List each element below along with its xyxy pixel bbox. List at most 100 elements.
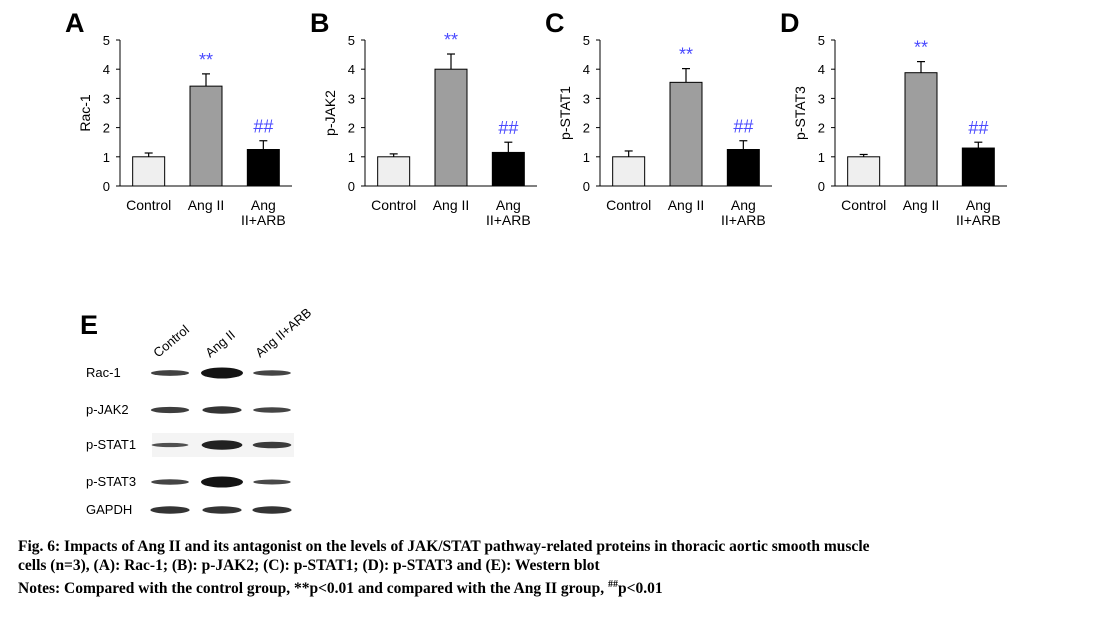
caption-notes-end: p<0.01 bbox=[618, 580, 663, 598]
caption-line-3: Notes: Compared with the control group, … bbox=[18, 575, 1078, 598]
significance-label: ## bbox=[968, 118, 988, 138]
y-tick-label: 5 bbox=[818, 33, 825, 48]
lane-label: Ang II+ARB bbox=[252, 305, 314, 360]
blot-row-label: p-STAT1 bbox=[86, 437, 136, 452]
category-label: Ang bbox=[731, 197, 756, 213]
panel-letter: B bbox=[310, 8, 330, 38]
panel-letter: A bbox=[65, 8, 85, 38]
y-axis-label: p-STAT3 bbox=[792, 86, 808, 140]
y-tick-label: 3 bbox=[103, 91, 110, 106]
blot-band bbox=[202, 506, 242, 514]
y-tick-label: 3 bbox=[818, 91, 825, 106]
blot-band bbox=[151, 479, 189, 485]
significance-label: ## bbox=[498, 118, 518, 138]
y-tick-label: 2 bbox=[103, 121, 110, 136]
blot-band bbox=[150, 370, 190, 376]
blot-band bbox=[150, 506, 190, 514]
significance-label: ## bbox=[733, 117, 753, 137]
category-label: Control bbox=[371, 197, 416, 213]
bar bbox=[377, 156, 411, 187]
y-tick-label: 2 bbox=[583, 121, 590, 136]
category-label: II+ARB bbox=[721, 212, 766, 228]
significance-label: ## bbox=[253, 117, 273, 137]
blot-row-label: Rac-1 bbox=[86, 365, 121, 380]
caption-line-2: cells (n=3), (A): Rac-1; (B): p-JAK2; (C… bbox=[18, 557, 600, 574]
category-label: II+ARB bbox=[956, 212, 1001, 228]
panel-letter: E bbox=[80, 310, 98, 340]
category-label: Control bbox=[606, 197, 651, 213]
category-label: Ang bbox=[966, 197, 991, 213]
caption-line-1: Fig. 6: Impacts of Ang II and its antago… bbox=[18, 538, 870, 555]
blot-band bbox=[201, 476, 243, 488]
category-label: Ang II bbox=[903, 197, 940, 213]
blot-band bbox=[252, 441, 292, 449]
bar bbox=[132, 156, 166, 187]
y-tick-label: 1 bbox=[348, 150, 355, 165]
blot-band bbox=[202, 406, 242, 414]
category-label: Control bbox=[841, 197, 886, 213]
lane-label: Ang II bbox=[202, 327, 238, 360]
y-tick-label: 4 bbox=[818, 62, 825, 77]
category-label: Control bbox=[126, 197, 171, 213]
category-label: Ang II bbox=[668, 197, 705, 213]
caption-notes-text: Notes: Compared with the control group, … bbox=[18, 580, 608, 598]
blot-row-label: GAPDH bbox=[86, 502, 132, 517]
blot-band bbox=[252, 506, 292, 514]
category-label: II+ARB bbox=[486, 212, 531, 228]
significance-label: ** bbox=[199, 50, 213, 70]
figure-caption: Fig. 6: Impacts of Ang II and its antago… bbox=[18, 537, 1078, 598]
blot-band bbox=[253, 479, 291, 485]
blot-band bbox=[253, 370, 291, 376]
category-label: II+ARB bbox=[241, 212, 286, 228]
bar bbox=[189, 85, 223, 187]
bar bbox=[726, 149, 760, 187]
western-blot-panel-e: E Control Ang II Ang II+ARB Rac-1 p-JAK2 p-STA… bbox=[80, 305, 314, 517]
category-label: Ang II bbox=[188, 197, 225, 213]
blot-row-label: p-JAK2 bbox=[86, 402, 129, 417]
category-label: Ang bbox=[496, 197, 521, 213]
bar bbox=[491, 151, 525, 187]
bar bbox=[246, 149, 280, 187]
y-tick-label: 0 bbox=[583, 179, 590, 194]
significance-label: ** bbox=[914, 38, 928, 58]
blot-band bbox=[201, 440, 243, 450]
y-tick-label: 1 bbox=[818, 150, 825, 165]
lane-label: Control bbox=[150, 322, 192, 360]
bar bbox=[434, 68, 468, 187]
y-tick-label: 4 bbox=[103, 62, 110, 77]
significance-label: ** bbox=[679, 45, 693, 65]
y-tick-label: 0 bbox=[348, 179, 355, 194]
y-tick-label: 0 bbox=[818, 179, 825, 194]
y-tick-label: 3 bbox=[348, 91, 355, 106]
y-tick-label: 5 bbox=[583, 33, 590, 48]
y-tick-label: 1 bbox=[103, 150, 110, 165]
y-tick-label: 2 bbox=[348, 121, 355, 136]
y-tick-label: 4 bbox=[348, 62, 355, 77]
blot-band bbox=[201, 367, 243, 379]
bar bbox=[612, 156, 646, 187]
panel-letter: C bbox=[545, 8, 565, 38]
blot-row-label: p-STAT3 bbox=[86, 474, 136, 489]
y-axis-label: p-JAK2 bbox=[322, 90, 338, 136]
y-tick-label: 5 bbox=[348, 33, 355, 48]
y-tick-label: 5 bbox=[103, 33, 110, 48]
bar bbox=[669, 81, 703, 187]
y-tick-label: 1 bbox=[583, 150, 590, 165]
caption-superscript: ## bbox=[608, 579, 618, 590]
panel-letter: D bbox=[780, 8, 800, 38]
blot-band bbox=[150, 406, 190, 414]
y-tick-label: 2 bbox=[818, 121, 825, 136]
category-label: Ang II bbox=[433, 197, 470, 213]
bar bbox=[847, 156, 881, 187]
blot-band bbox=[151, 442, 189, 448]
y-tick-label: 3 bbox=[583, 91, 590, 106]
y-axis-label: Rac-1 bbox=[77, 94, 93, 132]
category-label: Ang bbox=[251, 197, 276, 213]
blot-band bbox=[253, 407, 291, 413]
y-tick-label: 4 bbox=[583, 62, 590, 77]
bar bbox=[904, 72, 938, 187]
bar bbox=[961, 147, 995, 187]
